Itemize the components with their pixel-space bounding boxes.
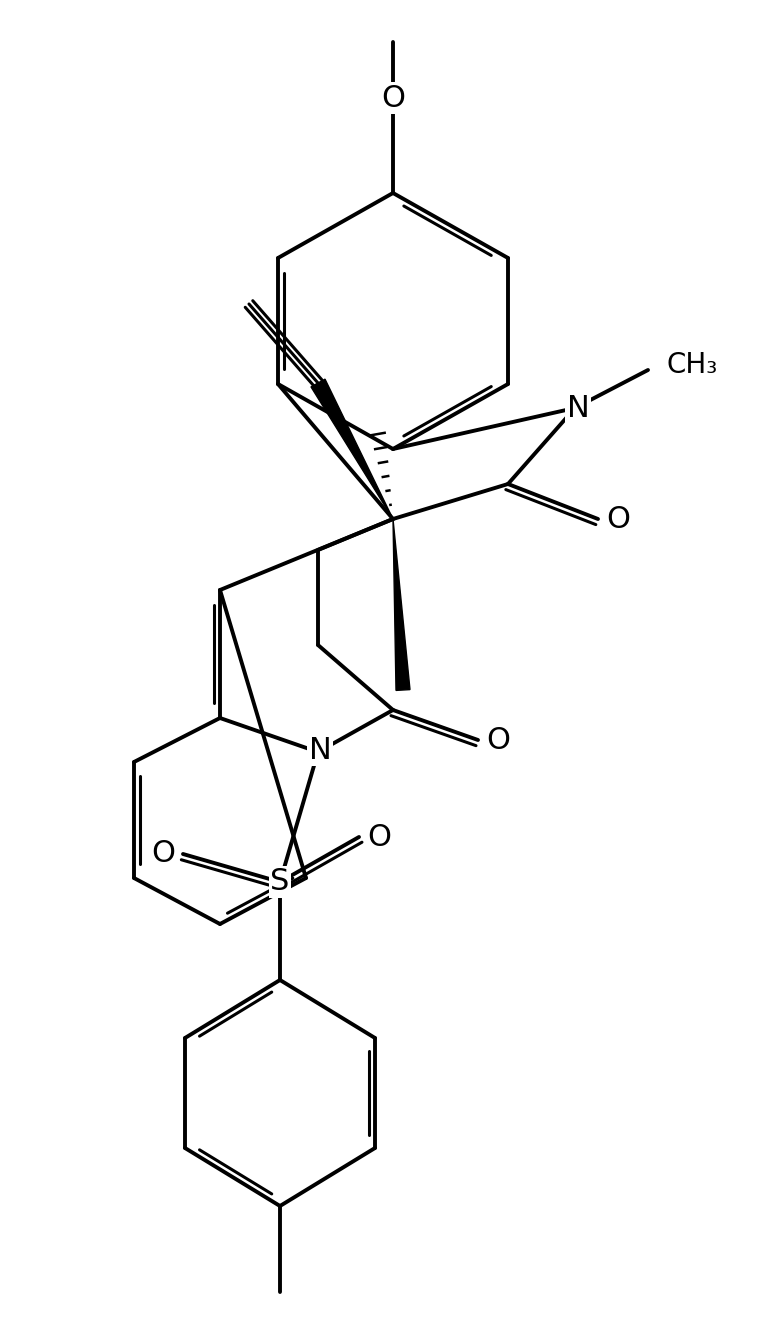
Polygon shape <box>311 379 393 519</box>
Text: O: O <box>367 822 391 851</box>
Text: O: O <box>606 504 630 533</box>
Text: CH₃: CH₃ <box>666 351 717 379</box>
Text: O: O <box>486 725 510 754</box>
Text: N: N <box>566 394 590 423</box>
Text: O: O <box>381 84 405 113</box>
Text: N: N <box>309 735 331 765</box>
Polygon shape <box>393 519 410 690</box>
Text: O: O <box>151 839 175 868</box>
Text: S: S <box>270 867 289 896</box>
